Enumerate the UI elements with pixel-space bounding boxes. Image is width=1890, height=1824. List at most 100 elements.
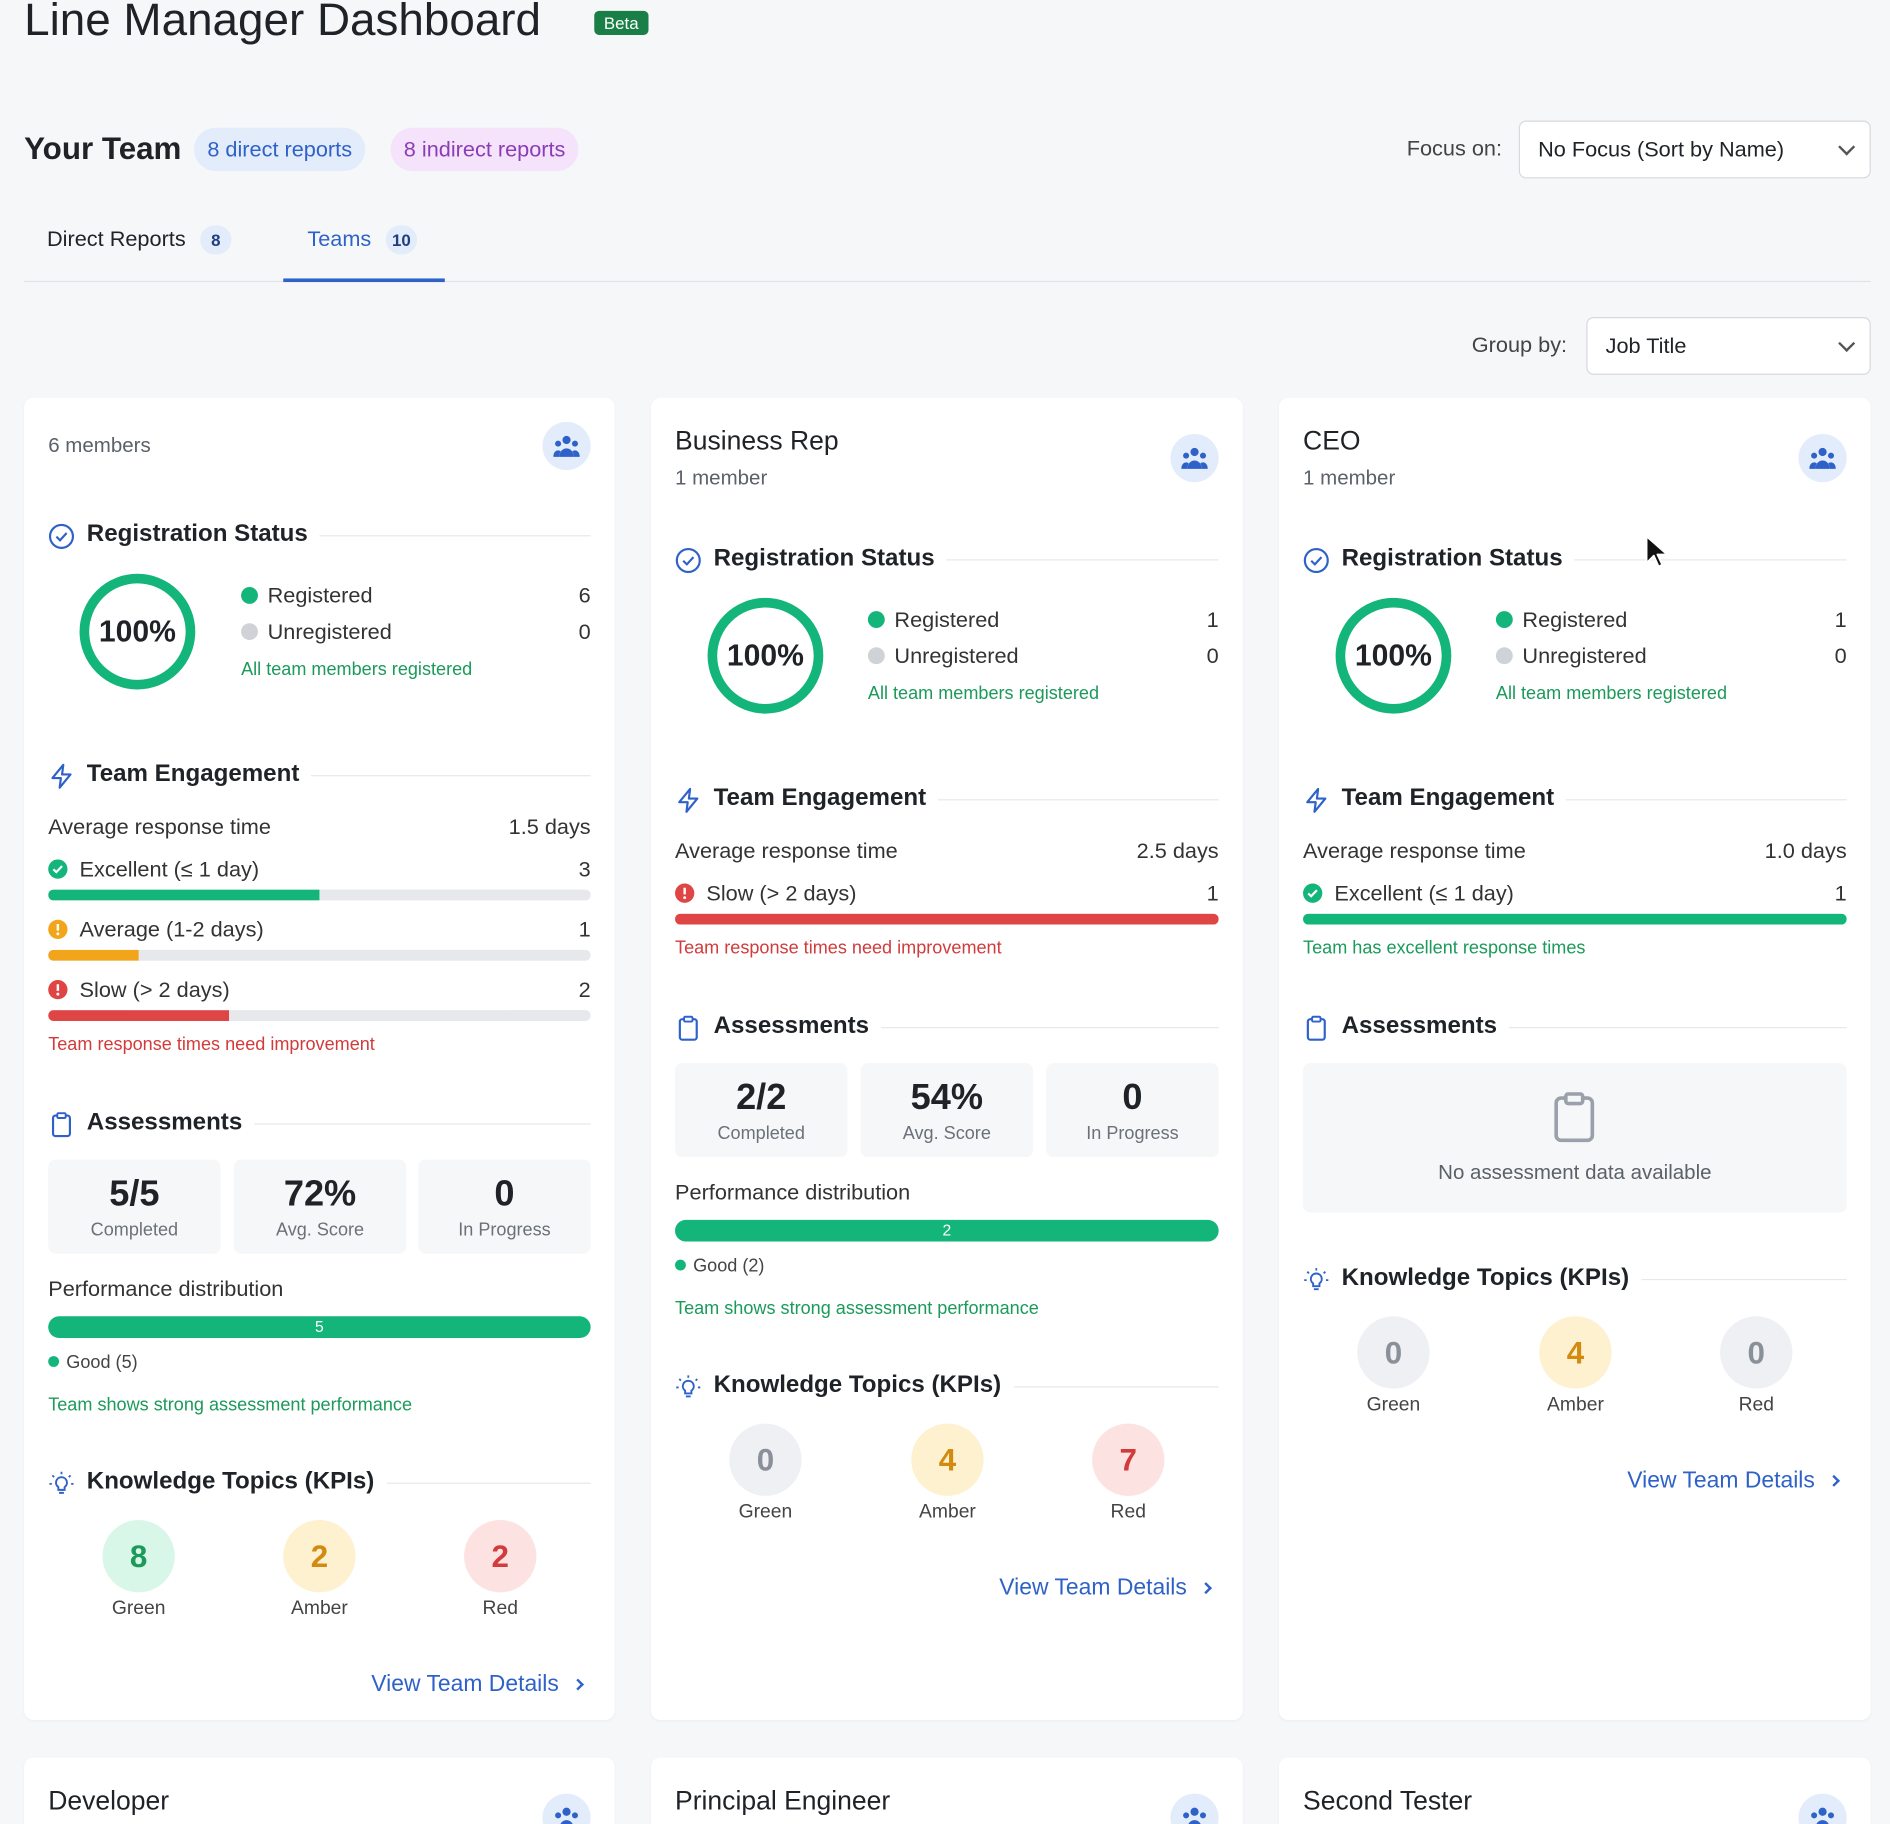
registration-donut: 100% (706, 597, 824, 715)
group-by-select[interactable]: Job Title (1586, 317, 1871, 375)
team-icon[interactable] (1170, 1793, 1219, 1824)
row-label: Slow (> 2 days) (79, 977, 230, 1002)
engagement-section-header: Team Engagement (1303, 784, 1847, 816)
divider (1341, 559, 1847, 561)
average-count: 1 (578, 917, 591, 942)
tabs-divider (24, 280, 1871, 283)
focus-select-value: No Focus (Sort by Name) (1538, 137, 1785, 162)
view-team-details-link[interactable]: View Team Details (371, 1671, 584, 1699)
tab-direct-reports[interactable]: Direct Reports 8 (47, 225, 232, 255)
registration-message: All team members registered (867, 683, 1100, 704)
alert-icon (675, 883, 695, 903)
section-title: Registration Status (713, 544, 947, 573)
beta-badge: Beta (594, 10, 649, 35)
kpi-amber-count: 4 (1539, 1316, 1612, 1389)
section-title: Registration Status (1341, 544, 1575, 573)
performance-legend: Good (5) (48, 1352, 138, 1373)
team-card: Business Rep 1 member Registration Statu… (650, 397, 1243, 1721)
section-title: Knowledge Topics (KPIs) (713, 1371, 1014, 1400)
grey-dot (867, 647, 885, 665)
unregistered-count: 0 (1834, 643, 1847, 668)
kpi-amber-count: 2 (283, 1520, 356, 1593)
excellent-row: Excellent (≤ 1 day) (1303, 881, 1514, 906)
green-dot (675, 1259, 686, 1271)
team-icon[interactable] (1170, 433, 1219, 483)
performance-legend: Good (2) (675, 1256, 765, 1277)
member-count: 1 member (675, 466, 768, 490)
tab-teams[interactable]: Teams 10 (307, 225, 418, 255)
engagement-message: Team has excellent response times (1303, 937, 1586, 959)
stat-label: In Progress (1086, 1123, 1179, 1144)
indirect-reports-chip[interactable]: 8 indirect reports (390, 127, 579, 172)
registration-donut: 100% (78, 573, 196, 691)
tab-count-badge: 8 (200, 225, 232, 255)
green-dot (1495, 611, 1513, 629)
link-label: View Team Details (371, 1671, 559, 1698)
team-icon[interactable] (1798, 433, 1847, 483)
kpi-red-label: Red (482, 1598, 518, 1619)
mouse-cursor-icon (1645, 535, 1668, 568)
kpi-red-count: 7 (1092, 1423, 1165, 1496)
direct-reports-chip[interactable]: 8 direct reports (194, 127, 366, 172)
stat-label: In Progress (458, 1219, 551, 1241)
registered-legend: Registered (1495, 607, 1628, 633)
bar-fill (1303, 913, 1847, 925)
legend-label: Registered (1522, 607, 1628, 632)
chevron-down-icon (1838, 335, 1856, 353)
section-title: Team Engagement (713, 784, 939, 813)
section-title: Assessments (713, 1012, 882, 1041)
stat-value: 72% (283, 1174, 357, 1214)
performance-bar: 2 (675, 1219, 1219, 1242)
engagement-section-header: Team Engagement (675, 784, 1219, 816)
excellent-bar (48, 889, 591, 901)
stat-label: Completed (90, 1219, 179, 1241)
registration-section-header: Registration Status (48, 520, 591, 552)
team-name: Business Rep (675, 425, 839, 456)
row-label: Excellent (≤ 1 day) (1334, 881, 1514, 906)
slow-row: Slow (> 2 days) (48, 977, 230, 1003)
assessment-message: Team shows strong assessment performance (48, 1394, 413, 1416)
team-name: Developer (48, 1785, 170, 1816)
active-tab-indicator (283, 278, 445, 283)
section-title: Registration Status (86, 520, 320, 549)
bar-fill (675, 913, 1219, 925)
divider (86, 1123, 591, 1125)
kpi-green-label: Green (111, 1598, 166, 1619)
stat-label: Completed (717, 1123, 805, 1144)
clipboard-icon (51, 1112, 71, 1138)
view-team-details-link[interactable]: View Team Details (1627, 1468, 1840, 1495)
legend-label: Good (2) (693, 1256, 765, 1277)
performance-label: Performance distribution (48, 1276, 284, 1301)
avg-response-value: 1.5 days (508, 814, 591, 839)
average-bar (48, 949, 591, 961)
section-title: Knowledge Topics (KPIs) (86, 1468, 387, 1496)
section-title: Knowledge Topics (KPIs) (1341, 1264, 1642, 1293)
alert-icon (48, 979, 68, 1000)
grey-dot (241, 623, 258, 641)
legend-label: Unregistered (267, 619, 392, 644)
link-label: View Team Details (1627, 1468, 1815, 1494)
clipboard-icon (678, 1015, 698, 1041)
kpi-amber-count: 4 (911, 1423, 984, 1496)
row-label: Excellent (≤ 1 day) (79, 857, 260, 882)
stat-value: 0 (1122, 1077, 1143, 1118)
team-icon[interactable] (542, 421, 591, 471)
view-team-details-link[interactable]: View Team Details (999, 1575, 1212, 1602)
team-icon[interactable] (1798, 1793, 1847, 1824)
team-icon[interactable] (542, 1793, 591, 1824)
unregistered-count: 0 (1206, 643, 1219, 668)
bar-fill (48, 889, 320, 901)
stat-label: Avg. Score (902, 1123, 991, 1144)
completed-stat: 2/2 Completed (675, 1063, 848, 1158)
kpi-green-count: 0 (1357, 1316, 1430, 1389)
avg-response-value: 2.5 days (1136, 838, 1219, 864)
registration-message: All team members registered (1495, 683, 1728, 704)
row-label: Average (1-2 days) (79, 917, 264, 942)
focus-select[interactable]: No Focus (Sort by Name) (1518, 120, 1871, 179)
stat-value: 2/2 (736, 1077, 787, 1118)
divider (713, 799, 1219, 801)
excellent-count: 1 (1834, 881, 1847, 906)
bar-fill (48, 949, 139, 961)
